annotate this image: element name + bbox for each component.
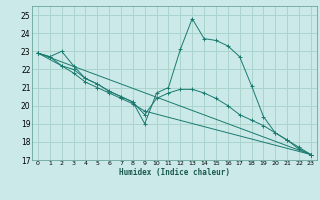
X-axis label: Humidex (Indice chaleur): Humidex (Indice chaleur) [119,168,230,177]
